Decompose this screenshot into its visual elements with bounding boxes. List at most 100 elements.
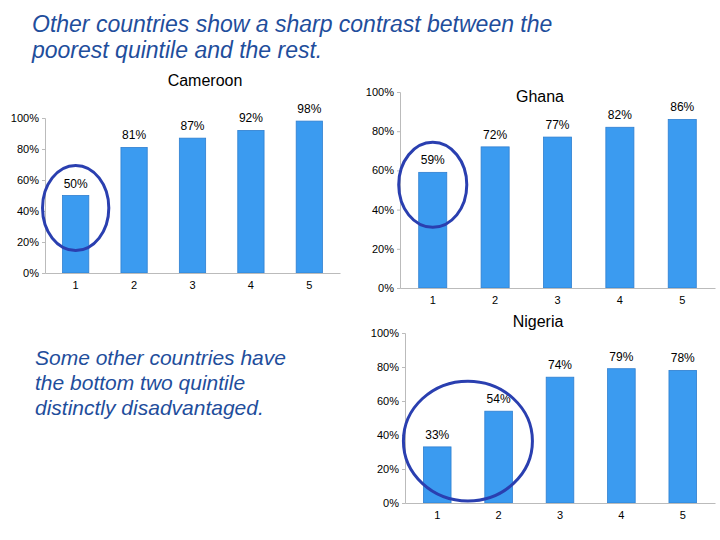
tick: 3: [189, 273, 195, 291]
tick: 2: [131, 273, 137, 291]
data-label: 74%: [548, 358, 572, 372]
x-axis: 1 2 3 4 5: [406, 503, 716, 521]
caption: Some other countries havethe bottom two …: [35, 346, 286, 419]
data-label: 79%: [609, 350, 633, 364]
tick: 4: [617, 288, 623, 306]
tick-mark: [42, 273, 45, 274]
tick-mark: [402, 333, 405, 334]
text-line: poorest quintile and the rest.: [31, 37, 322, 63]
tick-label: 80%: [372, 125, 394, 137]
highlight-ellipse: [399, 142, 467, 227]
bar: [419, 172, 447, 288]
tick: 80%: [372, 125, 400, 137]
tick: 0%: [378, 282, 400, 294]
data-label: 50%: [64, 177, 88, 191]
y-axis: 0% 20% 40% 60% 80% 100%: [371, 327, 406, 509]
tick: 1: [73, 273, 79, 291]
x-axis: 12345: [46, 273, 341, 291]
tick: 20%: [377, 463, 405, 475]
bar: [608, 369, 636, 503]
tick-label: 40%: [17, 205, 39, 217]
tick-label: 5: [679, 294, 685, 306]
chart-title: Nigeria: [513, 313, 564, 330]
tick-label: 1: [73, 279, 79, 291]
data-label: 87%: [180, 119, 204, 133]
tick-mark: [42, 242, 45, 243]
tick-label: 1: [434, 509, 440, 521]
tick: 2: [496, 503, 502, 521]
tick-mark: [397, 210, 400, 211]
tick-mark: [42, 180, 45, 181]
tick-mark: [397, 131, 400, 132]
axis-line: [401, 288, 716, 289]
text-line: Other countries show a sharp contrast be…: [32, 11, 552, 37]
data-label: 59%: [421, 153, 445, 167]
tick-label: 100%: [366, 86, 394, 98]
tick: 1: [434, 503, 440, 521]
data-label: 92%: [239, 111, 263, 125]
tick-mark: [42, 118, 45, 119]
tick-label: 2: [496, 509, 502, 521]
tick: 5: [680, 503, 686, 521]
bar: [606, 127, 634, 288]
tick: 3: [554, 288, 560, 306]
bar: [668, 119, 696, 288]
tick: 20%: [17, 236, 45, 248]
tick-label: 80%: [17, 143, 39, 155]
tick-label: 4: [248, 279, 254, 291]
chart: 0%20%40%60%80%100%1234559%72%77%82%86%Gh…: [366, 86, 716, 306]
bar: [543, 137, 571, 288]
chart: 0%20%40%60%80%100%1234550%81%87%92%98%Ca…: [11, 72, 341, 291]
y-axis: 0%20%40%60%80%100%: [11, 112, 46, 279]
tick-label: 3: [557, 509, 563, 521]
tick-mark: [402, 367, 405, 368]
tick-mark: [42, 149, 45, 150]
tick: 4: [618, 503, 624, 521]
tick-label: 60%: [377, 395, 399, 407]
bar: [669, 370, 697, 503]
data-label: 78%: [671, 351, 695, 365]
tick-label: 20%: [372, 243, 394, 255]
tick-mark: [402, 503, 405, 504]
bar: [238, 130, 264, 273]
tick: 100%: [371, 327, 405, 339]
bar: [296, 121, 322, 273]
text-line: the bottom two quintile: [35, 371, 245, 394]
tick: 4: [248, 273, 254, 291]
tick: 100%: [11, 112, 45, 124]
tick: 60%: [372, 164, 400, 176]
data-label: 77%: [545, 118, 569, 132]
tick-mark: [402, 469, 405, 470]
tick-label: 2: [131, 279, 137, 291]
tick: 80%: [377, 361, 405, 373]
tick: 40%: [17, 205, 45, 217]
bars: [63, 121, 323, 273]
highlight-ellipse: [403, 381, 532, 501]
tick: 40%: [377, 429, 405, 441]
tick-label: 0%: [383, 497, 399, 509]
tick-label: 3: [189, 279, 195, 291]
x-axis: 1 2 3 4 5: [401, 288, 716, 306]
tick-label: 1: [430, 294, 436, 306]
tick: 3: [557, 503, 563, 521]
data-label: 72%: [483, 128, 507, 142]
tick-label: 2: [492, 294, 498, 306]
data-label: 82%: [608, 108, 632, 122]
text-line: distinctly disadvantaged.: [35, 396, 264, 419]
tick-label: 3: [554, 294, 560, 306]
bar: [481, 147, 509, 288]
tick: 2: [492, 288, 498, 306]
chart-title: Cameroon: [168, 72, 243, 89]
data-label: 33%: [425, 428, 449, 442]
tick-label: 60%: [372, 164, 394, 176]
tick-mark: [402, 401, 405, 402]
tick-label: 100%: [11, 112, 39, 124]
axis-line: [402, 334, 406, 504]
bars: [423, 369, 696, 503]
data-label: 86%: [670, 100, 694, 114]
tick: 0%: [23, 267, 45, 279]
tick-mark: [397, 249, 400, 250]
tick: 60%: [377, 395, 405, 407]
tick: 0%: [383, 497, 405, 509]
tick: 80%: [17, 143, 45, 155]
